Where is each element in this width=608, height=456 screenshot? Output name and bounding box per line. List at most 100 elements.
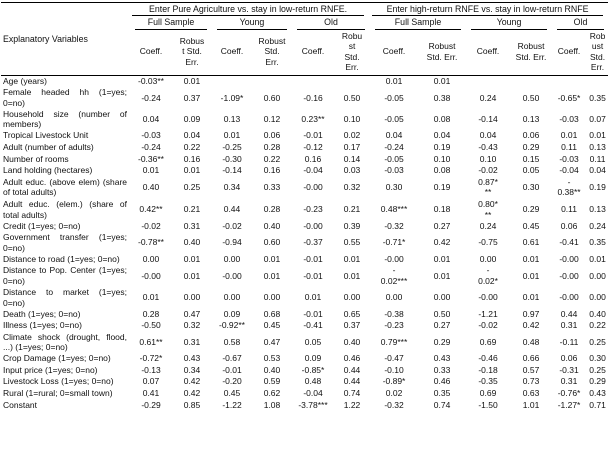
table-cell: 0.18 <box>433 204 451 215</box>
table-cell: 0.19 <box>433 182 451 193</box>
table-cell: 0.31 <box>183 221 201 232</box>
table-cell: 0.01 <box>589 130 606 141</box>
table-cell: -0.78** <box>138 237 164 248</box>
table-cell: 0.45 <box>223 388 241 398</box>
table-cell: -0.00 <box>303 182 323 193</box>
table-cell: 0.04 <box>433 130 451 141</box>
table-cell: 0.40 <box>263 364 281 375</box>
table-cell <box>552 75 586 87</box>
table-cell: -0.05 <box>384 92 404 103</box>
table-cell: -0.00 <box>559 292 579 303</box>
table-cell: 0.44 <box>560 308 578 319</box>
table-cell: -0.65* <box>557 92 581 103</box>
table-cell: -0.37 <box>303 237 323 248</box>
table-cell: 0.30 <box>589 353 606 364</box>
table-cell: 0.63 <box>522 388 540 398</box>
table-row: Climate shock (drought, flood, ...) (1=y… <box>1 332 608 353</box>
row-label: Death (1=yes; 0=no) <box>3 308 81 319</box>
table-cell: 0.02 <box>385 388 403 398</box>
table-cell: 0.29 <box>589 376 606 387</box>
table-cell: 0.32 <box>183 320 201 331</box>
table-cell: -0.05 <box>384 153 404 164</box>
table-cell: 0.42 <box>183 388 201 398</box>
table-cell: -0.02 <box>222 221 242 232</box>
table-row: Constant -0.29 0.85 -1.22 1.08 -3.78*** 1.22 -0… <box>1 399 608 411</box>
table-row: Distance to market (1=yes; 0=no) 0.01 0.00… <box>1 287 608 308</box>
table-cell: 0.09 <box>183 113 201 124</box>
table-cell: -1.21 <box>478 308 498 319</box>
table-cell: -0.00 <box>303 221 323 232</box>
table-cell: 0.66 <box>522 353 540 364</box>
regression-results-table: Explanatory Variables Enter Pure Agricul… <box>1 2 608 411</box>
table-cell: -0.32 <box>384 399 404 410</box>
table-cell: -0.03 <box>559 113 579 124</box>
table-cell: -0.02 <box>478 165 498 176</box>
table-cell: 0.01 <box>304 292 322 303</box>
table-cell: -0.32 <box>384 221 404 232</box>
sample-header-full-sample-left: Full Sample <box>135 17 207 30</box>
table-cell: 0.25 <box>589 364 606 375</box>
table-cell: 0.06 <box>560 221 578 232</box>
col-header-robust-se: Robust Std. Err. <box>418 29 467 76</box>
table-row: Death (1=yes; 0=no) 0.28 0.47 0.09 0.68 -0.01… <box>1 308 608 320</box>
table-cell: 1.08 <box>263 399 281 410</box>
table-cell <box>586 75 608 87</box>
table-cell: 0.53 <box>263 353 281 364</box>
table-row: Adult (number of adults) -0.24 0.22 -0.25 0.… <box>1 141 608 153</box>
table-cell: -0.20 <box>222 376 242 387</box>
table-cell: 0.85 <box>183 399 201 410</box>
table-cell: 0.35 <box>589 92 606 103</box>
table-cell: 0.01 <box>183 270 201 281</box>
table-cell: -0.13 <box>141 364 161 375</box>
table-cell: 0.24 <box>589 221 606 232</box>
table-cell: -0.76* <box>557 388 581 398</box>
col-header-coeff: Coeff. <box>466 29 511 76</box>
table-row: Rural (1=rural; 0=small town) 0.41 0.42 0.4… <box>1 388 608 400</box>
table-cell: 0.38 <box>433 92 451 103</box>
explanatory-variables-label: Explanatory Variables <box>1 2 130 76</box>
table-cell: 0.30 <box>385 182 403 193</box>
table-cell: 0.00 <box>589 270 606 281</box>
table-cell: -1.27* <box>557 399 581 410</box>
table-cell: 0.39 <box>343 221 361 232</box>
col-header-robust-se: Robu st Std. Err. <box>334 29 371 76</box>
table-cell: 0.34 <box>183 364 201 375</box>
table-cell: 0.01 <box>263 270 281 281</box>
table-cell: 0.22 <box>183 141 201 152</box>
table-cell: - 0.02* <box>478 265 498 287</box>
table-cell: 0.01 <box>560 130 578 141</box>
table-cell: 0.04 <box>142 113 160 124</box>
table-cell: -0.43 <box>478 141 498 152</box>
table-cell: -0.18 <box>478 364 498 375</box>
table-cell: 0.31 <box>560 320 578 331</box>
table-cell: -0.04 <box>559 165 579 176</box>
table-cell: -0.04 <box>303 388 323 398</box>
col-header-robust-se: Robust Std. Err. <box>510 29 553 76</box>
table-cell: -0.01 <box>303 308 323 319</box>
table-cell: 0.43 <box>183 353 201 364</box>
table-cell: 0.01 <box>142 165 160 176</box>
table-cell: 0.10 <box>433 153 451 164</box>
table-cell: 0.04 <box>589 165 606 176</box>
row-label: Land holding (hectares) <box>3 165 93 176</box>
table-row: Female headed hh (1=yes; 0=no) -0.24 0.37 -… <box>1 87 608 108</box>
table-cell: -0.94 <box>222 237 242 248</box>
col-header-coeff: Coeff. <box>370 29 419 76</box>
table-cell: 0.35 <box>589 237 606 248</box>
table-cell: -0.35 <box>478 376 498 387</box>
table-cell: 0.80* ** <box>478 198 498 220</box>
table-row: Number of rooms -0.36** 0.16 -0.30 0.22 0.16 0… <box>1 153 608 165</box>
table-cell: 0.14 <box>343 153 361 164</box>
table-cell: 0.29 <box>433 336 451 347</box>
table-cell <box>252 75 292 87</box>
col-header-robust-se: Robust Std. Err. <box>252 29 292 76</box>
table-cell: 0.13 <box>223 113 241 124</box>
table-cell: -0.30 <box>222 153 242 164</box>
table-cell: 0.00 <box>589 292 606 303</box>
table-cell: -0.92** <box>219 320 245 331</box>
table-cell: -0.12 <box>303 141 323 152</box>
table-cell: 0.19 <box>433 141 451 152</box>
table-cell: 0.40 <box>589 308 606 319</box>
table-cell: 0.33 <box>263 182 281 193</box>
table-cell <box>510 75 552 87</box>
